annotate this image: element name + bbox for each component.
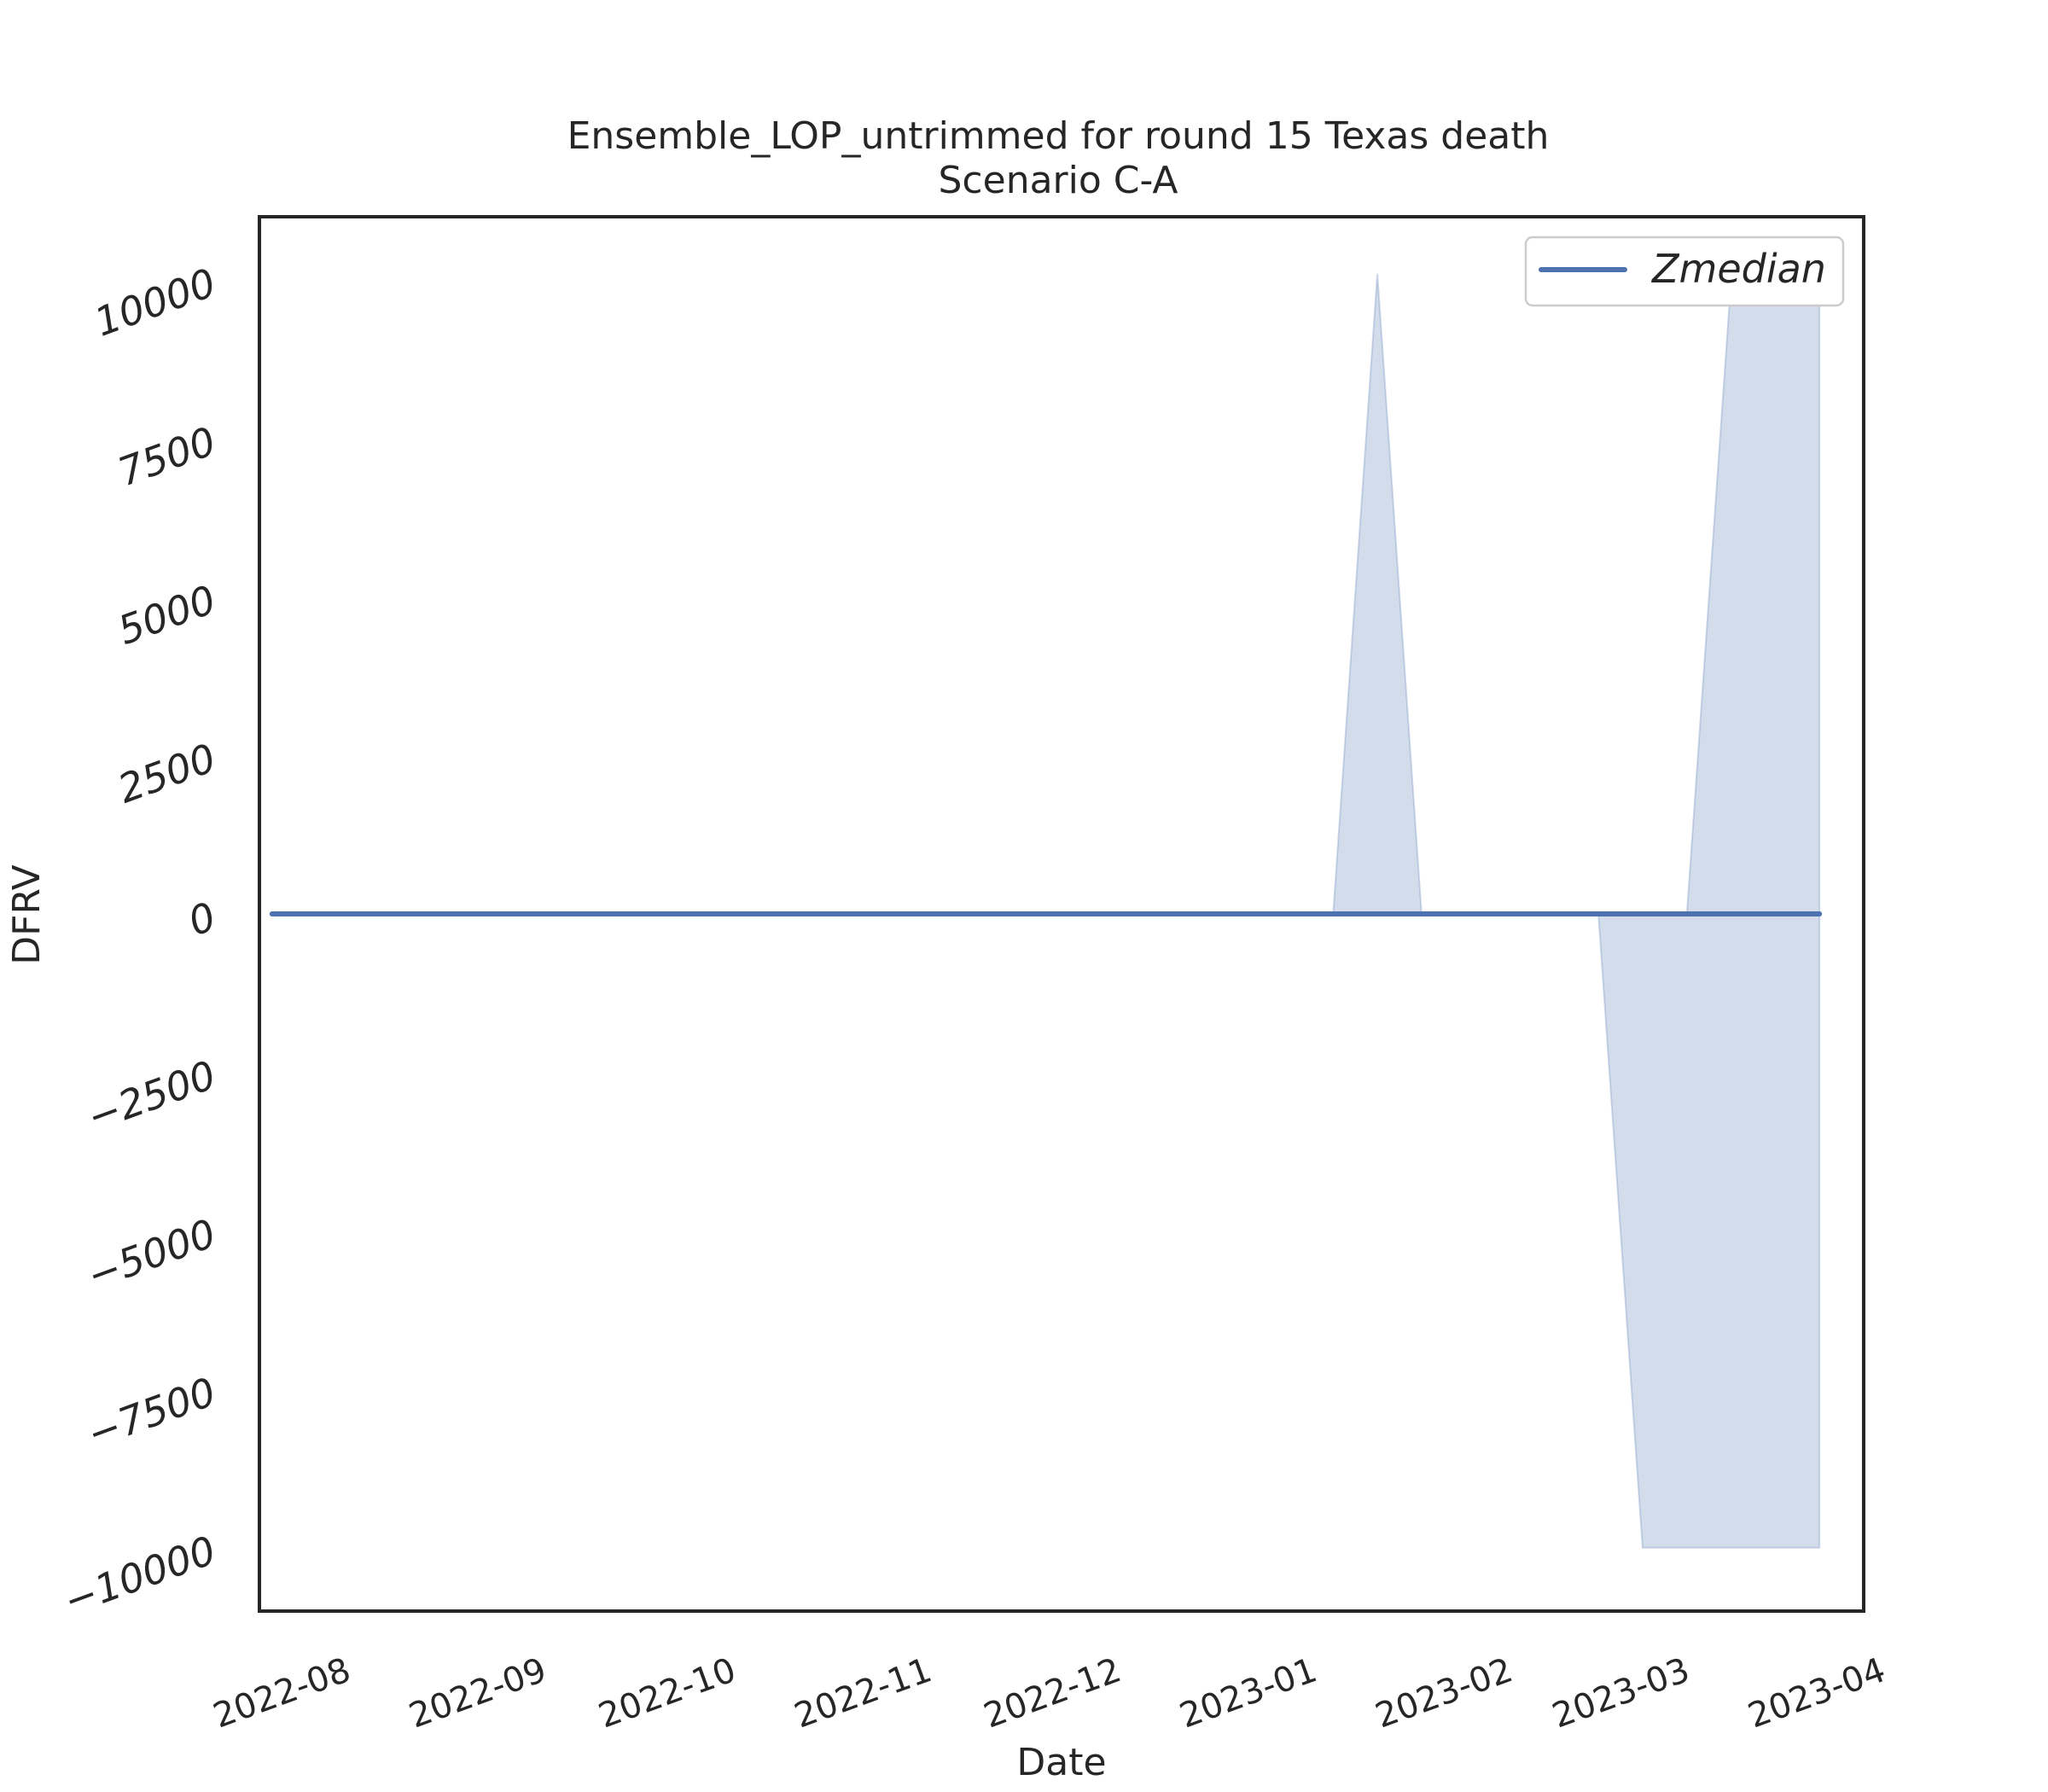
x-tick-label: 2023-03 bbox=[1547, 1650, 1695, 1736]
y-tick-label: 7500 bbox=[112, 418, 221, 496]
y-tick-label: −2500 bbox=[81, 1051, 222, 1140]
x-tick-label: 2022-12 bbox=[979, 1650, 1126, 1736]
chart-subtitle: Scenario C-A bbox=[939, 159, 1178, 202]
y-tick-label: −7500 bbox=[81, 1369, 222, 1457]
x-tick-label: 2023-01 bbox=[1175, 1650, 1323, 1736]
y-tick-label: 5000 bbox=[112, 576, 221, 654]
y-tick-label: 10000 bbox=[89, 259, 222, 346]
legend-box bbox=[1524, 236, 1845, 307]
x-tick-label: 2023-02 bbox=[1370, 1650, 1518, 1736]
y-tick-label: −5000 bbox=[81, 1210, 222, 1299]
confidence-band bbox=[271, 273, 1821, 1549]
x-tick-label: 2023-04 bbox=[1743, 1650, 1891, 1736]
legend: Zmedian bbox=[1524, 236, 1845, 307]
chart-title: Ensemble_LOP_untrimmed for round 15 Texa… bbox=[567, 114, 1550, 158]
y-tick-label: 0 bbox=[183, 893, 222, 945]
y-tick-label: −10000 bbox=[58, 1527, 222, 1624]
x-tick-labels: 2022-08 2022-09 2022-10 2022-11 2022-12 2023-… bbox=[208, 1650, 1890, 1736]
x-tick-label: 2022-09 bbox=[404, 1650, 552, 1736]
x-tick-label: 2022-08 bbox=[208, 1650, 356, 1736]
y-axis-label: DFRV bbox=[5, 864, 49, 964]
x-axis-label: Date bbox=[1016, 1741, 1106, 1784]
x-tick-label: 2022-11 bbox=[789, 1650, 937, 1736]
legend-label: Zmedian bbox=[1650, 246, 1826, 292]
x-tick-label: 2022-10 bbox=[594, 1650, 742, 1736]
plot-frame bbox=[258, 215, 1865, 1613]
y-tick-label: 2500 bbox=[112, 735, 221, 812]
confidence-band-layer bbox=[271, 273, 1821, 1549]
y-tick-labels: 10000 7500 5000 2500 0 −2500 −5000 −7500 −10000 bbox=[58, 259, 222, 1624]
